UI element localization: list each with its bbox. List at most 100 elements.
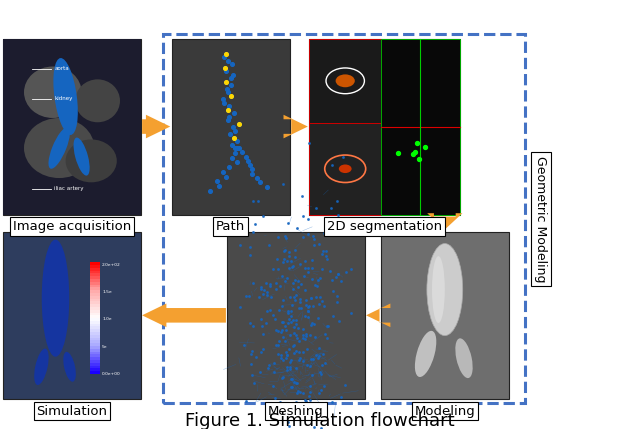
Point [282, 274, 292, 281]
Point [323, 323, 333, 329]
Point [225, 82, 236, 88]
Point [218, 96, 228, 103]
Point [300, 397, 310, 404]
Point [316, 265, 326, 272]
Point [291, 332, 301, 339]
Point [223, 163, 234, 170]
Point [333, 211, 344, 218]
Point [274, 306, 284, 313]
Point [259, 212, 269, 219]
Point [284, 265, 294, 272]
Point [284, 252, 294, 259]
Point [316, 425, 326, 429]
Point [305, 397, 315, 404]
Bar [90, 307, 100, 310]
Point [337, 154, 348, 160]
Ellipse shape [66, 139, 117, 182]
Point [288, 280, 298, 287]
Point [261, 320, 271, 326]
Point [333, 271, 343, 278]
Point [228, 124, 239, 130]
Point [335, 278, 346, 285]
Point [303, 265, 313, 272]
Point [314, 241, 324, 248]
Point [257, 323, 267, 329]
Point [256, 283, 266, 290]
Point [226, 92, 236, 99]
Point [247, 166, 257, 173]
Point [303, 400, 313, 407]
Point [277, 272, 287, 279]
Point [301, 332, 311, 339]
Point [322, 323, 332, 329]
Point [258, 331, 268, 338]
Point [252, 175, 262, 181]
Point [285, 366, 296, 372]
Point [314, 344, 324, 351]
Point [227, 154, 237, 161]
Point [392, 150, 403, 157]
Point [311, 205, 321, 211]
Bar [90, 371, 100, 374]
Point [286, 308, 296, 315]
Point [327, 277, 337, 284]
Point [227, 60, 237, 67]
Point [257, 346, 268, 353]
Point [294, 296, 305, 303]
Text: Modeling: Modeling [415, 405, 475, 417]
Point [305, 383, 315, 390]
Point [285, 384, 296, 390]
Point [281, 411, 291, 417]
Bar [90, 270, 100, 274]
Point [266, 293, 276, 300]
Point [289, 294, 299, 301]
Bar [90, 360, 100, 363]
Point [288, 263, 298, 269]
Point [278, 256, 289, 263]
Point [223, 106, 233, 113]
Ellipse shape [455, 338, 473, 378]
Ellipse shape [34, 348, 49, 385]
Point [280, 247, 290, 254]
Point [301, 301, 311, 308]
Bar [90, 337, 100, 341]
Point [289, 254, 300, 260]
Point [283, 320, 293, 327]
Point [322, 255, 332, 262]
Bar [90, 320, 100, 323]
Point [244, 162, 255, 169]
Point [301, 330, 311, 337]
FancyArrow shape [142, 304, 226, 327]
Point [308, 242, 319, 248]
Point [276, 329, 287, 335]
Point [226, 92, 236, 99]
Point [291, 316, 301, 323]
Point [248, 228, 259, 235]
Point [287, 342, 298, 349]
Point [284, 423, 294, 429]
Point [251, 353, 261, 360]
Point [300, 336, 310, 343]
Point [326, 161, 337, 168]
Point [247, 371, 257, 378]
Point [303, 216, 313, 223]
Point [346, 310, 356, 317]
Point [303, 308, 314, 314]
Bar [172, 39, 290, 214]
Point [305, 362, 316, 369]
Point [290, 276, 300, 283]
Point [223, 57, 233, 64]
Point [268, 266, 278, 273]
Point [273, 234, 284, 241]
Point [287, 317, 298, 324]
Point [289, 341, 299, 348]
Point [219, 54, 229, 60]
FancyArrow shape [366, 304, 390, 327]
Point [250, 379, 260, 386]
Point [332, 292, 342, 299]
Point [298, 335, 308, 341]
Ellipse shape [63, 352, 76, 382]
Point [259, 287, 269, 293]
Point [282, 363, 292, 370]
Point [326, 232, 336, 239]
